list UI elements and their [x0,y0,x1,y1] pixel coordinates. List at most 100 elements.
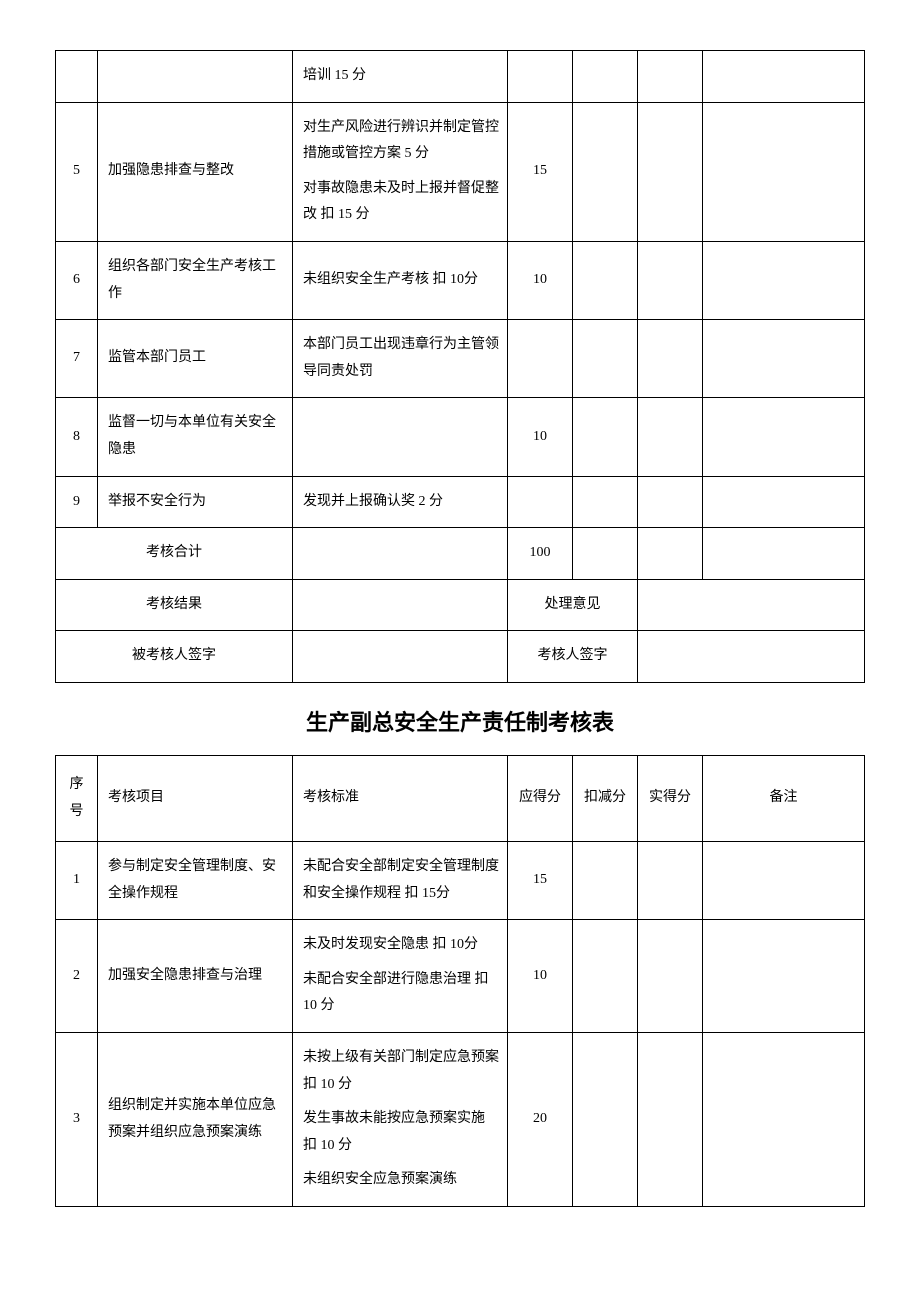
seq-cell: 3 [56,1033,98,1207]
total-label: 考核合计 [56,528,293,580]
item-cell: 参与制定安全管理制度、安全操作规程 [98,842,293,920]
table-row: 9举报不安全行为发现并上报确认奖 2 分 [56,476,865,528]
item-cell: 组织制定并实施本单位应急预案并组织应急预案演练 [98,1033,293,1207]
actual-cell [638,102,703,241]
item-cell: 监督一切与本单位有关安全隐患 [98,398,293,476]
standard-line: 未组织安全应急预案演练 [303,1167,499,1194]
header-remark: 备注 [703,755,865,841]
score-cell: 10 [508,398,573,476]
actual-cell [638,1033,703,1207]
standard-cell: 未组织安全生产考核 扣 10分 [293,241,508,319]
standard-line: 发生事故未能按应急预案实施 扣 10 分 [303,1106,499,1159]
actual-cell [638,320,703,398]
standard-line: 发现并上报确认奖 2 分 [303,489,499,516]
total-remark [703,528,865,580]
remark-cell [703,476,865,528]
standard-cell: 本部门员工出现违章行为主管领导同责处罚 [293,320,508,398]
examinee-sign-label: 被考核人签字 [56,631,293,683]
score-cell [508,476,573,528]
actual-cell [638,842,703,920]
header-score: 应得分 [508,755,573,841]
table-row: 7监管本部门员工本部门员工出现违章行为主管领导同责处罚 [56,320,865,398]
sign-row: 被考核人签字 考核人签字 [56,631,865,683]
section-title: 生产副总安全生产责任制考核表 [55,705,865,737]
seq-cell: 8 [56,398,98,476]
total-score: 100 [508,528,573,580]
deduct-cell [573,51,638,103]
table-row: 1参与制定安全管理制度、安全操作规程未配合安全部制定安全管理制度和安全操作规程 … [56,842,865,920]
score-cell [508,320,573,398]
seq-cell: 6 [56,241,98,319]
standard-line: 对事故隐患未及时上报并督促整改 扣 15 分 [303,176,499,229]
item-cell: 加强安全隐患排查与治理 [98,920,293,1033]
header-deduct: 扣减分 [573,755,638,841]
deduct-cell [573,476,638,528]
table-row: 培训 15 分 [56,51,865,103]
standard-line: 未配合安全部进行隐患治理 扣 10 分 [303,967,499,1020]
opinion-value [638,579,865,631]
actual-cell [638,241,703,319]
remark-cell [703,51,865,103]
score-cell: 15 [508,842,573,920]
remark-cell [703,1033,865,1207]
remark-cell [703,842,865,920]
table-row: 2加强安全隐患排查与治理未及时发现安全隐患 扣 10分未配合安全部进行隐患治理 … [56,920,865,1033]
item-cell: 举报不安全行为 [98,476,293,528]
deduct-cell [573,320,638,398]
table-row: 3组织制定并实施本单位应急预案并组织应急预案演练未按上级有关部门制定应急预案 扣… [56,1033,865,1207]
actual-cell [638,920,703,1033]
examiner-sign-label: 考核人签字 [508,631,638,683]
standard-line: 培训 15 分 [303,63,499,90]
deduct-cell [573,1033,638,1207]
header-row: 序号考核项目考核标准应得分扣减分实得分备注 [56,755,865,841]
actual-cell [638,398,703,476]
score-cell: 10 [508,241,573,319]
result-value [293,579,508,631]
score-cell [508,51,573,103]
seq-cell: 9 [56,476,98,528]
result-row: 考核结果 处理意见 [56,579,865,631]
standard-line: 未及时发现安全隐患 扣 10分 [303,932,499,959]
deduct-cell [573,102,638,241]
result-label: 考核结果 [56,579,293,631]
item-cell: 加强隐患排查与整改 [98,102,293,241]
remark-cell [703,241,865,319]
total-std [293,528,508,580]
table-row: 5加强隐患排查与整改对生产风险进行辨识并制定管控措施或管控方案 5 分对事故隐患… [56,102,865,241]
standard-cell: 未配合安全部制定安全管理制度和安全操作规程 扣 15分 [293,842,508,920]
table-row: 8监督一切与本单位有关安全隐患 10 [56,398,865,476]
remark-cell [703,920,865,1033]
standard-cell: 未按上级有关部门制定应急预案 扣 10 分发生事故未能按应急预案实施 扣 10 … [293,1033,508,1207]
standard-line: 未按上级有关部门制定应急预案 扣 10 分 [303,1045,499,1098]
total-row: 考核合计 100 [56,528,865,580]
total-actual [638,528,703,580]
seq-cell: 1 [56,842,98,920]
actual-cell [638,476,703,528]
standard-cell: 发现并上报确认奖 2 分 [293,476,508,528]
seq-cell: 5 [56,102,98,241]
score-cell: 20 [508,1033,573,1207]
item-cell: 组织各部门安全生产考核工作 [98,241,293,319]
remark-cell [703,398,865,476]
opinion-label: 处理意见 [508,579,638,631]
assessment-table-1: 培训 15 分 5加强隐患排查与整改对生产风险进行辨识并制定管控措施或管控方案 5… [55,50,865,683]
remark-cell [703,102,865,241]
seq-cell: 7 [56,320,98,398]
standard-line: 本部门员工出现违章行为主管领导同责处罚 [303,332,499,385]
standard-cell: 对生产风险进行辨识并制定管控措施或管控方案 5 分对事故隐患未及时上报并督促整改… [293,102,508,241]
standard-cell [293,398,508,476]
deduct-cell [573,241,638,319]
assessment-table-2: 序号考核项目考核标准应得分扣减分实得分备注1参与制定安全管理制度、安全操作规程未… [55,755,865,1207]
standard-line: 未组织安全生产考核 扣 10分 [303,267,499,294]
deduct-cell [573,842,638,920]
seq-cell [56,51,98,103]
standard-cell: 培训 15 分 [293,51,508,103]
header-item: 考核项目 [98,755,293,841]
header-seq: 序号 [56,755,98,841]
seq-cell: 2 [56,920,98,1033]
header-actual: 实得分 [638,755,703,841]
remark-cell [703,320,865,398]
header-standard: 考核标准 [293,755,508,841]
score-cell: 15 [508,102,573,241]
examinee-sign-value [293,631,508,683]
